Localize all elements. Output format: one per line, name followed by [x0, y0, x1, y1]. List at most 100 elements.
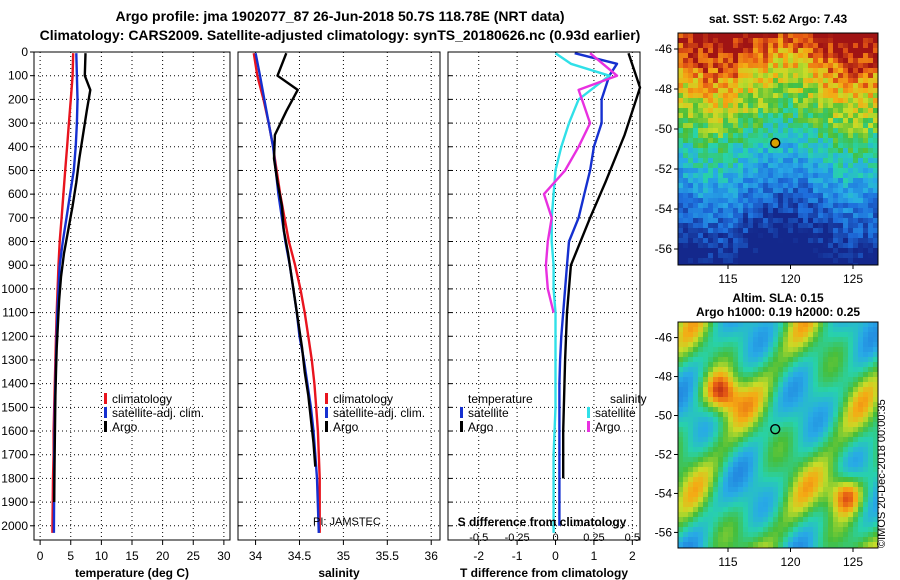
- y-tick-label: 200: [8, 92, 28, 106]
- plot-frame: [237, 51, 441, 541]
- map-x-tick-label: 125: [843, 272, 863, 286]
- x2-tick-label: 0: [552, 532, 558, 544]
- x-tick-label: 10: [95, 549, 109, 563]
- map-x-tick-label: 115: [718, 272, 737, 286]
- x-tick-label: -1: [512, 549, 523, 563]
- y-tick-label: 1200: [1, 329, 28, 343]
- imos-credit: ©IMOS 20-Dec-2018 00:00:35: [876, 399, 888, 548]
- sla-map: 115 120 125 -46 -48 -50 -52 -54 -56: [655, 321, 879, 569]
- series-line-satellite_adj: [254, 52, 320, 533]
- x-tick-label: 2: [629, 549, 636, 563]
- y-tick-label: 1800: [1, 471, 28, 485]
- y-tick-label: 1900: [1, 495, 28, 509]
- legend-swatch: [104, 407, 107, 418]
- plot-frame: [447, 51, 641, 541]
- map-frame: [677, 321, 879, 549]
- y-tick-label: 400: [8, 140, 28, 154]
- x2-tick-label: -0.25: [505, 532, 530, 544]
- x-tick-label: 30: [217, 549, 231, 563]
- map-y-tick-label: -48: [655, 370, 673, 384]
- map-frame: [677, 32, 879, 266]
- map-x-tick-label: 120: [780, 272, 800, 286]
- legend-label: Argo: [595, 420, 621, 434]
- salinity-panel: 34 34.5 35 35.5 36 salinity climatologysatelli…: [237, 51, 441, 580]
- figure-subtitle: Climatology: CARS2009. Satellite-adjuste…: [39, 27, 641, 43]
- sst-map: 115 120 125 -46 -48 -50 -52 -54 -56: [655, 32, 879, 286]
- sla-map-title: Altim. SLA: 0.15: [732, 291, 824, 305]
- x-tick-label: 15: [125, 549, 139, 563]
- map-x-tick-label: 120: [780, 555, 800, 569]
- x-tick-label: 34.5: [288, 549, 312, 563]
- map-y-tick-label: -52: [655, 447, 673, 461]
- legend-swatch: [104, 393, 107, 404]
- pi-credit: PI: JAMSTEC: [313, 516, 381, 528]
- legend-label: Argo: [468, 420, 494, 434]
- map-y-tick-label: -46: [655, 42, 673, 56]
- legend-swatch: [587, 421, 590, 432]
- x-tick-label: 20: [156, 549, 170, 563]
- series-line-argo: [53, 53, 92, 503]
- x2-tick-label: 0.25: [583, 532, 604, 544]
- difference-panel: -2 -1 0 1 2 -0.5 -0.25 0 0.25 0.5 S difference fro…: [447, 51, 647, 580]
- y-tick-label: 700: [8, 211, 28, 225]
- legend-label: Argo: [333, 420, 359, 434]
- y-tick-label: 0: [21, 45, 28, 59]
- x-tick-label: 25: [187, 549, 201, 563]
- y-tick-label: 900: [8, 258, 28, 272]
- y-tick-label: 1600: [1, 424, 28, 438]
- map-y-tick-label: -54: [655, 486, 673, 500]
- series-line-argo_s: [542, 52, 619, 313]
- argo-float-marker: [770, 137, 781, 149]
- legend-swatch: [325, 421, 328, 432]
- temperature-panel: 0 5 10 15 20 25 30 temperature (deg C) 0 100 200 30…: [1, 45, 231, 580]
- x-tick-label: 35: [337, 549, 351, 563]
- legend-swatch: [587, 407, 590, 418]
- legend-swatch: [104, 421, 107, 432]
- legend-swatch: [460, 407, 463, 418]
- map-x-tick-label: 115: [718, 555, 737, 569]
- y-tick-label: 800: [8, 235, 28, 249]
- y-tick-label: 500: [8, 163, 28, 177]
- legend-label: Argo: [112, 420, 138, 434]
- x-axis-label: salinity: [318, 566, 360, 580]
- legend-swatch: [325, 393, 328, 404]
- x-tick-label: 0: [552, 549, 559, 563]
- y-tick-label: 2000: [1, 519, 28, 533]
- map-y-tick-label: -48: [655, 82, 673, 96]
- legend-label: satellite-adj. clim.: [333, 406, 425, 420]
- map-y-tick-label: -52: [655, 162, 673, 176]
- series-line-climatology: [252, 53, 321, 533]
- y-tick-label: 1300: [1, 353, 28, 367]
- series-line-satellite_adj: [52, 53, 79, 533]
- y-tick-label: 600: [8, 187, 28, 201]
- map-y-tick-label: -56: [655, 525, 673, 539]
- map-x-tick-label: 125: [843, 555, 863, 569]
- legend-swatch: [325, 407, 328, 418]
- series-line-argo: [272, 52, 317, 467]
- x-tick-label: 5: [67, 549, 74, 563]
- legend-header: temperature: [468, 392, 533, 406]
- x2-tick-label: -0.5: [469, 532, 488, 544]
- series-line-satellite_adj: [558, 52, 619, 526]
- x-tick-label: 1: [591, 549, 598, 563]
- map-y-tick-label: -50: [655, 122, 673, 136]
- series-line-argo: [562, 52, 642, 479]
- x-axis-label: T difference from climatology: [460, 566, 628, 580]
- x2-tick-label: 0.5: [625, 532, 640, 544]
- y-tick-label: 300: [8, 116, 28, 130]
- map-y-tick-label: -50: [655, 409, 673, 423]
- argo-float-marker: [770, 423, 781, 435]
- x-axis-label: temperature (deg C): [75, 566, 189, 580]
- x-tick-label: -2: [473, 549, 484, 563]
- legend-label: satellite: [468, 406, 509, 420]
- series-line-satellite_s: [550, 52, 611, 533]
- y-tick-label: 1400: [1, 377, 28, 391]
- x-tick-label: 34: [249, 549, 263, 563]
- y-tick-label: 1000: [1, 282, 28, 296]
- x-tick-label: 35.5: [376, 549, 400, 563]
- figure-title: Argo profile: jma 1902077_87 26-Jun-2018…: [115, 8, 565, 24]
- sst-map-title: sat. SST: 5.62 Argo: 7.43: [708, 12, 848, 26]
- legend-label: climatology: [333, 392, 393, 406]
